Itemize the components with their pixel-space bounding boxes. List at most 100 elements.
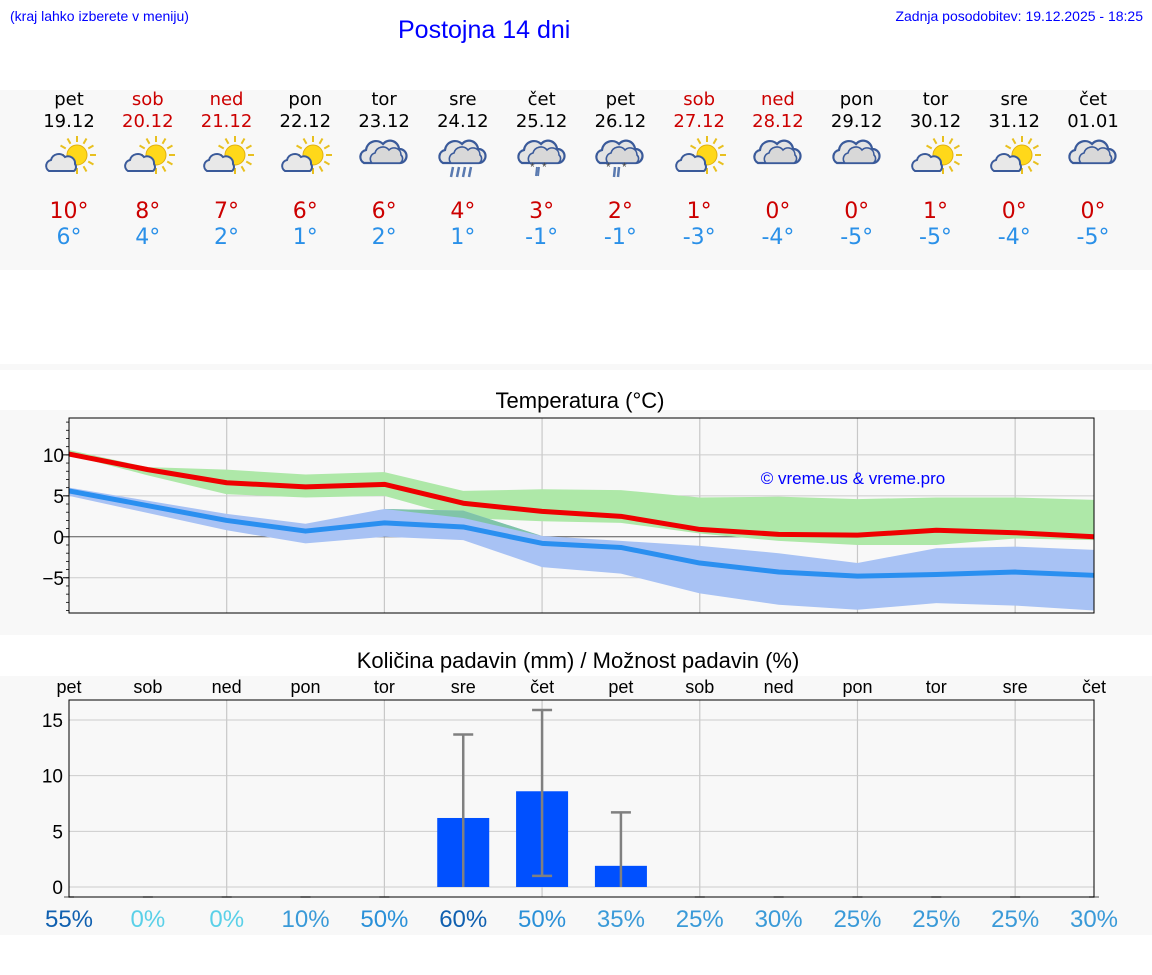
precip-chance: 30%	[1070, 906, 1118, 933]
y-tick-label: 5	[53, 487, 64, 508]
day-date: 31.12	[988, 111, 1040, 132]
error-bar	[532, 708, 553, 878]
sun-ray	[712, 138, 718, 145]
min-temp: -4°	[761, 225, 795, 250]
max-temp: 4°	[450, 199, 476, 224]
x-day-label: pon	[842, 677, 872, 697]
sun-ray	[66, 138, 72, 145]
sun-ray	[318, 138, 324, 145]
sun-ray	[240, 138, 245, 145]
sun-ray	[87, 144, 94, 150]
sun-ray	[1027, 165, 1033, 172]
sun-cloud-icon	[45, 136, 96, 174]
max-temp: 0°	[1001, 199, 1027, 224]
sun-ray	[324, 144, 331, 150]
x-day-label: tor	[374, 677, 395, 697]
day-date: 28.12	[752, 111, 804, 132]
max-temp: 1°	[922, 199, 948, 224]
day-date: 22.12	[279, 111, 332, 132]
min-temp-line	[68, 488, 1095, 579]
day-date: 26.12	[594, 111, 647, 132]
weather-icon: * *	[595, 139, 644, 178]
x-day-label: ned	[764, 677, 794, 697]
forecast-band	[0, 90, 1152, 270]
cloud-shape	[45, 153, 77, 172]
max-temp: 10°	[49, 199, 89, 224]
sun-ray	[161, 165, 167, 172]
cloud-shape	[527, 146, 561, 164]
x-day-label: sob	[685, 677, 714, 697]
location-hint: (kraj lahko izberete v meniju)	[10, 8, 189, 24]
cloud-shape	[605, 146, 640, 164]
precip-chance: 0%	[131, 906, 166, 933]
day-date: 23.12	[358, 111, 410, 132]
cloud-icon	[359, 139, 408, 165]
max-temp: 0°	[844, 199, 870, 224]
rain-drop	[467, 166, 473, 178]
max-range-band	[69, 449, 1094, 545]
sun-ray	[161, 138, 167, 145]
weather-icon	[832, 139, 881, 165]
snow-flake: *	[622, 160, 627, 174]
sun-ray	[1005, 144, 1012, 150]
max-temp: 3°	[529, 199, 555, 224]
sun-ray	[82, 138, 88, 145]
x-day-label: sre	[1003, 677, 1028, 697]
precip-chance: 25%	[991, 906, 1039, 933]
cloud-shape	[911, 153, 944, 172]
error-bar	[453, 733, 474, 887]
cloud-shape	[369, 146, 404, 164]
weather-icon: * *	[516, 139, 566, 177]
sun-ray	[933, 138, 938, 145]
min-temp: 2°	[371, 225, 397, 250]
y-tick-label: 15	[42, 711, 63, 732]
sun-ray	[166, 160, 173, 166]
min-temp: 2°	[214, 225, 240, 250]
weather-icon	[675, 136, 727, 174]
sun-ray	[245, 144, 252, 150]
day-date: 30.12	[909, 111, 962, 132]
x-day-label: čet	[1082, 677, 1106, 697]
weather-icon	[1068, 139, 1117, 165]
cloud-shape	[675, 153, 708, 172]
day-date: 24.12	[437, 111, 489, 132]
sun-ray	[245, 160, 252, 166]
day-name: ned	[760, 89, 795, 110]
day-date: 25.12	[515, 111, 568, 132]
precip-chance: 25%	[676, 906, 724, 933]
cloud-icon	[832, 139, 881, 165]
max-temp: 1°	[686, 199, 712, 224]
sun-cloud-icon	[675, 136, 727, 174]
sun-ray	[1011, 138, 1017, 145]
cloud-shape	[202, 153, 235, 172]
day-date: 20.12	[122, 111, 174, 132]
precip-chance: 10%	[282, 906, 330, 933]
rain-drop	[617, 166, 621, 178]
min-temp: -5°	[919, 225, 952, 250]
day-name: pon	[839, 89, 874, 110]
weather-icon	[438, 139, 487, 178]
min-range-band	[69, 487, 1094, 611]
sun-ray	[87, 160, 94, 166]
min-temp: 6°	[56, 225, 82, 250]
rain-drop	[461, 166, 467, 178]
sun-ray	[1032, 160, 1040, 166]
day-name: čet	[527, 89, 556, 110]
precip-chance: 25%	[912, 906, 960, 933]
y-tick-label: 0	[53, 528, 64, 549]
cloud-shape	[842, 146, 877, 164]
sun-ray	[296, 144, 303, 150]
weather-icon	[123, 136, 175, 174]
day-name: tor	[371, 89, 397, 110]
weather-icon	[753, 139, 802, 165]
sun-ray	[240, 165, 245, 172]
sun-ray	[954, 160, 961, 166]
max-temp: 6°	[371, 199, 397, 224]
precip-chance: 35%	[597, 906, 645, 933]
y-tick-label: 0	[52, 878, 63, 899]
sun-ray	[324, 160, 331, 166]
min-temp: -1°	[525, 225, 559, 250]
cloud-shape	[123, 153, 156, 172]
max-temp-line	[68, 451, 1095, 540]
sun-ray	[318, 165, 324, 172]
